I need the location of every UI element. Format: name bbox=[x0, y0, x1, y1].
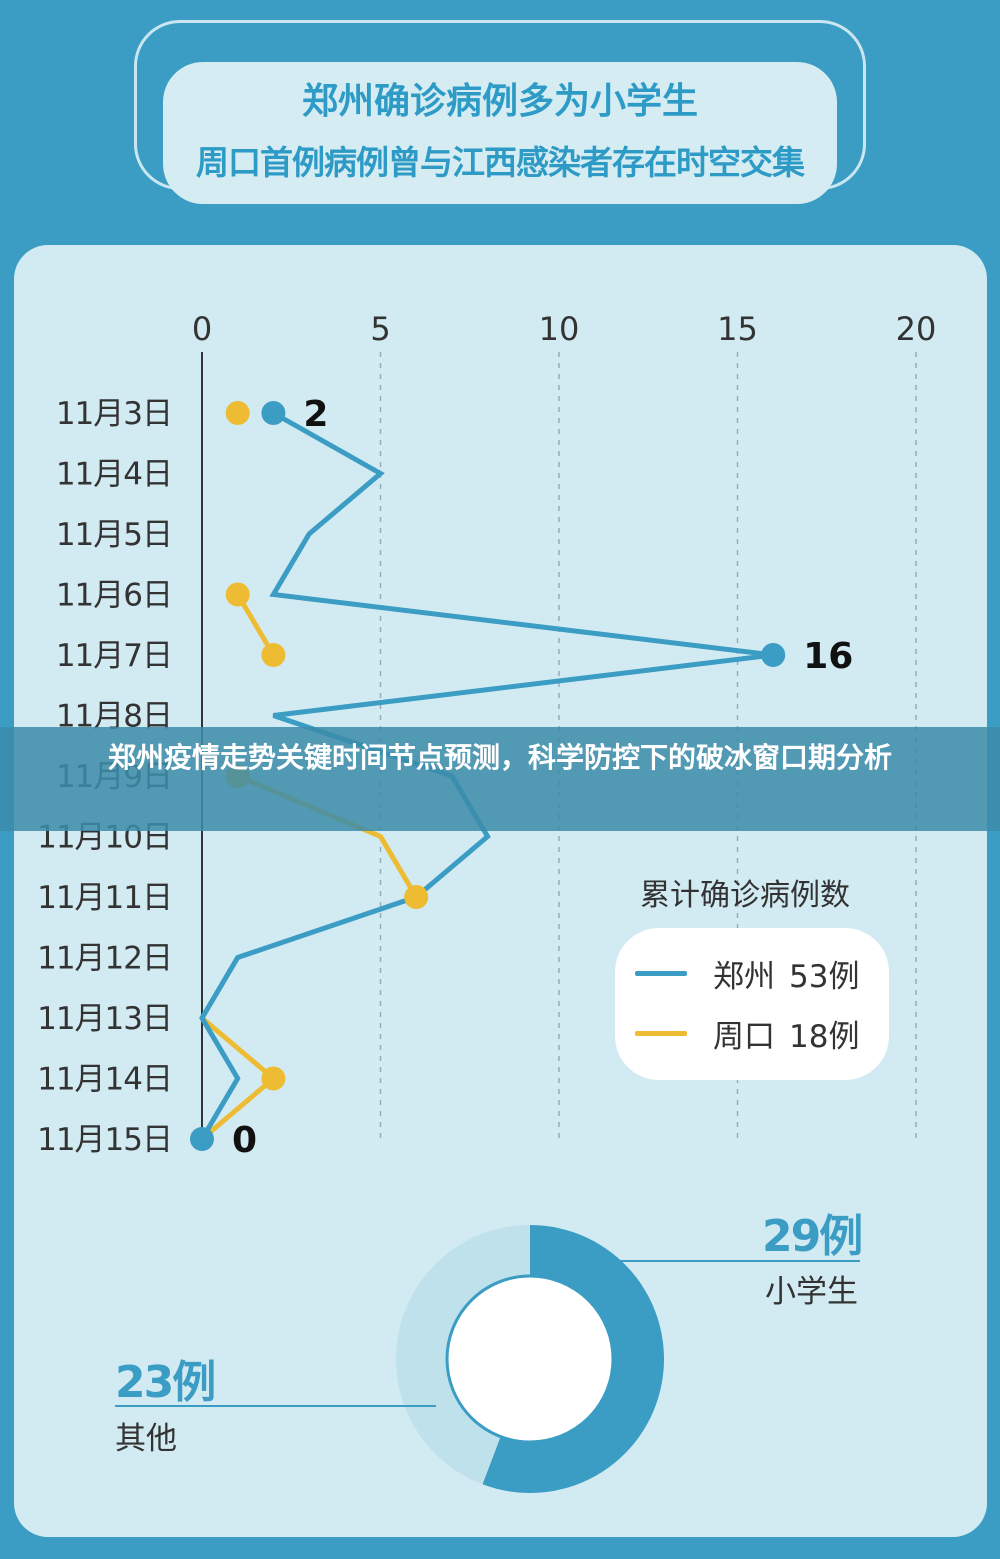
donut-slice-students bbox=[482, 1225, 664, 1493]
x-tick-label: 0 bbox=[192, 310, 212, 348]
y-tick-label: 11月15日 bbox=[37, 1122, 172, 1158]
page-title: 郑州确诊病例多为小学生 bbox=[301, 81, 698, 122]
x-tick-label: 15 bbox=[717, 310, 758, 348]
y-tick-label: 11月3日 bbox=[56, 396, 172, 432]
legend-value-zhoukou: 18例 bbox=[789, 1018, 860, 1055]
data-point-zhoukou bbox=[261, 1066, 286, 1091]
data-point-zhoukou bbox=[225, 401, 250, 425]
legend-label-zhengzhou: 郑州 bbox=[713, 958, 775, 995]
data-label-zhengzhou: 0 bbox=[232, 1120, 257, 1161]
donut-label-students: 小学生 bbox=[765, 1274, 858, 1310]
legend-item-zhengzhou: 郑州 53例 bbox=[635, 953, 860, 995]
data-point-zhengzhou bbox=[761, 643, 786, 667]
data-point-zhoukou bbox=[225, 582, 250, 607]
donut-label-others: 其他 bbox=[115, 1421, 177, 1457]
data-point-zhengzhou bbox=[261, 401, 286, 425]
y-tick-label: 11月7日 bbox=[56, 638, 172, 674]
overlay-banner: 郑州疫情走势关键时间节点预测，科学防控下的破冰窗口期分析 bbox=[0, 727, 1000, 831]
data-point-zhengzhou bbox=[190, 1127, 214, 1151]
y-tick-label: 11月12日 bbox=[37, 941, 172, 977]
data-point-zhoukou bbox=[261, 643, 286, 667]
legend-label-zhoukou: 周口 bbox=[713, 1018, 775, 1055]
legend: 郑州 53例 周口 18例 bbox=[615, 928, 889, 1080]
y-tick-label: 11月5日 bbox=[56, 517, 172, 553]
x-tick-label: 5 bbox=[370, 310, 390, 348]
data-label-zhengzhou: 2 bbox=[303, 394, 328, 435]
page-subtitle: 周口首例病例曾与江西感染者存在时空交集 bbox=[196, 143, 805, 182]
legend-swatch-zhengzhou bbox=[635, 970, 687, 976]
donut-hole bbox=[445, 1274, 615, 1444]
data-label-zhengzhou: 16 bbox=[803, 636, 853, 677]
legend-title: 累计确诊病例数 bbox=[640, 878, 850, 913]
y-tick-label: 11月11日 bbox=[37, 880, 172, 916]
y-tick-label: 11月13日 bbox=[37, 1001, 172, 1037]
donut-value-students: 29例 bbox=[762, 1211, 863, 1262]
x-tick-label: 10 bbox=[539, 310, 580, 348]
x-tick-label: 20 bbox=[896, 310, 937, 348]
y-tick-label: 11月6日 bbox=[56, 578, 172, 614]
legend-item-zhoukou: 周口 18例 bbox=[635, 1013, 860, 1055]
title-card bbox=[163, 62, 837, 204]
data-point-zhoukou bbox=[404, 885, 429, 909]
y-tick-label: 11月4日 bbox=[56, 457, 172, 493]
legend-swatch-zhoukou bbox=[635, 1030, 687, 1036]
banner-text: 郑州疫情走势关键时间节点预测，科学防控下的破冰窗口期分析 bbox=[107, 741, 892, 774]
donut-slice-others bbox=[395, 1225, 530, 1485]
donut-value-others: 23例 bbox=[115, 1357, 216, 1408]
y-tick-label: 11月14日 bbox=[37, 1062, 172, 1098]
legend-value-zhengzhou: 53例 bbox=[789, 958, 860, 995]
